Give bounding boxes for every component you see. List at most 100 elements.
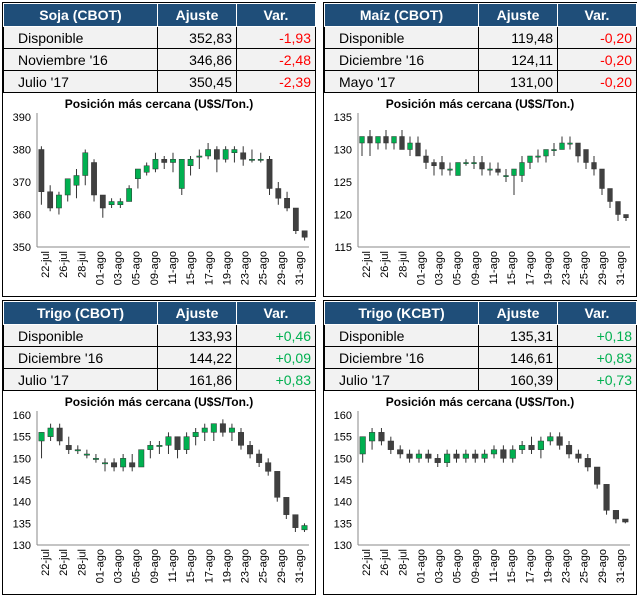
y-tick-label: 145 xyxy=(334,475,352,487)
row-ajuste: 346,86 xyxy=(157,48,237,71)
candle-body xyxy=(500,449,507,459)
commodity-header: Maíz (CBOT) xyxy=(324,3,479,27)
x-tick-label: 15-ago xyxy=(506,549,518,583)
y-tick-label: 370 xyxy=(13,177,31,189)
candle-body xyxy=(265,462,272,472)
candle-body xyxy=(615,201,621,215)
candle-body xyxy=(91,162,97,196)
candle-body xyxy=(490,449,498,455)
panel-trigo-kcbt: Trigo (KCBT) Ajuste Var. Disponible 135,… xyxy=(323,300,637,595)
table-row: Disponible 119,48 -0,20 xyxy=(324,26,637,49)
candle-body xyxy=(471,162,477,164)
candle-body xyxy=(228,427,235,433)
row-var: -2,39 xyxy=(236,70,316,93)
candle-body xyxy=(284,198,290,209)
table-row: Disponible 135,31 +0,18 xyxy=(324,324,637,347)
candle-body xyxy=(612,510,619,520)
row-var: -0,20 xyxy=(557,26,637,49)
panel-soja-cbot: Soja (CBOT) Ajuste Var. Disponible 352,8… xyxy=(2,2,316,297)
candle-body xyxy=(399,136,405,150)
y-tick-label: 140 xyxy=(13,497,31,509)
x-tick-label: 25-ago xyxy=(579,251,591,285)
candle-body xyxy=(192,432,199,437)
x-tick-label: 25-ago xyxy=(258,549,270,583)
row-var: -1,93 xyxy=(236,26,316,49)
x-tick-label: 09-ago xyxy=(149,549,161,583)
ajuste-header: Ajuste xyxy=(157,301,237,325)
candle-body xyxy=(117,201,124,205)
candle-body xyxy=(359,436,366,455)
table-row: Julio '17 161,86 +0,83 xyxy=(3,368,316,391)
ajuste-header: Ajuste xyxy=(478,301,558,325)
candle-body xyxy=(292,207,299,231)
row-ajuste: 161,86 xyxy=(157,368,237,391)
candle-body xyxy=(519,445,526,450)
x-tick-label: 17-ago xyxy=(203,549,215,583)
var-header: Var. xyxy=(557,3,637,27)
row-ajuste: 133,93 xyxy=(157,324,237,347)
candle-body xyxy=(453,453,460,459)
candle-body xyxy=(38,149,45,192)
candle-body xyxy=(543,149,549,157)
chart-title: Posición más cercana (U$S/Ton.) xyxy=(386,395,575,409)
var-header: Var. xyxy=(236,3,316,27)
candle-body xyxy=(240,152,247,160)
y-tick-label: 350 xyxy=(13,242,31,254)
candle-body xyxy=(375,136,381,144)
candle-body xyxy=(165,436,172,446)
candle-body xyxy=(565,445,573,455)
x-tick-label: 01-ago xyxy=(415,251,427,285)
table-row: Mayo '17 131,00 -0,20 xyxy=(324,70,637,93)
candle-body xyxy=(594,466,601,485)
candle-body xyxy=(152,159,159,170)
candle-body xyxy=(283,497,290,515)
y-tick-label: 360 xyxy=(13,210,31,222)
row-label: Disponible xyxy=(324,26,479,49)
candle-body xyxy=(301,525,308,531)
candle-body xyxy=(99,194,106,209)
table-row: Julio '17 350,45 -2,39 xyxy=(3,70,316,93)
candle-body xyxy=(47,191,54,209)
candle-body xyxy=(301,230,308,238)
candle-body xyxy=(126,188,133,202)
candle-body xyxy=(487,168,493,171)
table-row: Julio '17 160,39 +0,73 xyxy=(324,368,637,391)
candle-body xyxy=(527,155,533,163)
price-table: Trigo (CBOT) Ajuste Var. Disponible 133,… xyxy=(3,301,316,391)
x-tick-label: 23-ago xyxy=(561,549,573,583)
x-tick-label: 31-ago xyxy=(615,251,627,285)
x-tick-label: 15-ago xyxy=(185,251,197,285)
candle-body xyxy=(559,142,565,150)
ajuste-header: Ajuste xyxy=(157,3,237,27)
x-tick-label: 09-ago xyxy=(470,549,482,583)
row-label: Diciembre '16 xyxy=(3,346,158,369)
row-ajuste: 144,22 xyxy=(157,346,237,369)
x-tick-label: 19-ago xyxy=(221,549,233,583)
candle-body xyxy=(406,453,413,459)
x-tick-label: 29-ago xyxy=(276,251,288,285)
candle-body xyxy=(444,453,451,463)
candle-body xyxy=(462,453,469,459)
row-ajuste: 124,11 xyxy=(478,48,558,71)
candle-body xyxy=(249,159,255,161)
row-ajuste: 160,39 xyxy=(478,368,558,391)
candle-body xyxy=(425,453,432,459)
row-ajuste: 131,00 xyxy=(478,70,558,93)
y-tick-label: 130 xyxy=(13,540,31,552)
candle-body xyxy=(65,445,72,450)
candle-body xyxy=(56,427,63,442)
y-tick-label: 155 xyxy=(334,432,352,444)
candle-body xyxy=(519,162,525,176)
candle-body xyxy=(503,175,509,177)
candle-body xyxy=(266,159,273,189)
y-tick-label: 150 xyxy=(334,453,352,465)
candle-body xyxy=(129,462,136,468)
row-ajuste: 146,61 xyxy=(478,346,558,369)
row-label: Julio '17 xyxy=(324,368,479,391)
y-tick-label: 120 xyxy=(334,210,352,222)
candle-body xyxy=(397,449,404,455)
x-tick-label: 03-ago xyxy=(113,251,125,285)
row-var: +0,09 xyxy=(236,346,316,369)
price-table: Soja (CBOT) Ajuste Var. Disponible 352,8… xyxy=(3,3,316,93)
y-tick-label: 390 xyxy=(13,112,31,124)
